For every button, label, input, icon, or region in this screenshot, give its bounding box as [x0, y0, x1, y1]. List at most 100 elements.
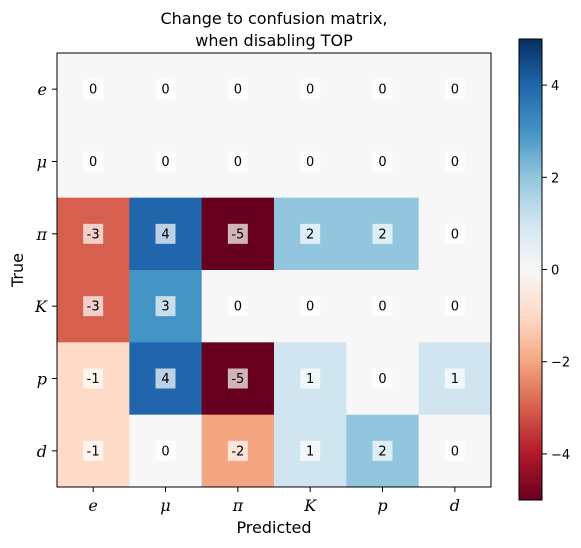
cell-value-label: 0	[378, 83, 386, 98]
cell-label-box	[155, 296, 176, 317]
cell-label-box	[372, 440, 393, 461]
cell-label-box	[372, 79, 393, 100]
x-tick-label: K	[303, 496, 317, 515]
cell-value-label: -1	[87, 444, 100, 459]
cell-value-label: 0	[234, 83, 242, 98]
cell-value-label: 0	[306, 300, 314, 315]
cell-value-label: 1	[306, 372, 314, 387]
cell-value-label: 4	[161, 372, 169, 387]
cell-label-box	[83, 368, 104, 389]
cell-label-box	[300, 296, 321, 317]
cell-value-label: -3	[87, 227, 100, 242]
cell-value-label: 4	[161, 227, 169, 242]
cell-label-box	[444, 79, 465, 100]
cell-value-label: 0	[306, 83, 314, 98]
cell-value-label: -3	[87, 300, 100, 315]
cell-value-label: 0	[89, 155, 97, 170]
cell-value-label: 0	[378, 155, 386, 170]
cell-value-label: -5	[231, 372, 244, 387]
cell-value-label: 0	[451, 155, 459, 170]
cell-label-box	[372, 151, 393, 172]
cell-label-box	[300, 368, 321, 389]
cell-label-box	[227, 440, 248, 461]
chart-title-line-2: when disabling TOP	[195, 31, 353, 50]
cell-label-box	[372, 223, 393, 244]
x-tick-label: μ	[160, 496, 170, 515]
x-tick-label: e	[88, 496, 97, 515]
cell-label-box	[300, 223, 321, 244]
cell-label-box	[444, 440, 465, 461]
cell-label-box	[372, 368, 393, 389]
cell-value-label: -2	[231, 444, 244, 459]
cell-label-box	[300, 151, 321, 172]
cell-label-box	[83, 440, 104, 461]
cell-value-label: 1	[451, 372, 459, 387]
cell-label-box	[300, 440, 321, 461]
cell-label-box	[227, 296, 248, 317]
colorbar: 4 2 0 −2 −4	[518, 38, 570, 501]
x-tick-label: p	[377, 496, 387, 515]
cell-value-label: -1	[87, 372, 100, 387]
y-axis-ticks: e μ π Kp d	[34, 80, 57, 461]
colorbar-tick-label: 4	[551, 79, 559, 94]
colorbar-tick-label: 0	[551, 264, 559, 279]
cell-value-label: 3	[161, 300, 169, 315]
cell-label-box	[83, 151, 104, 172]
cell-label-box	[227, 368, 248, 389]
y-tick-label: π	[35, 225, 47, 244]
y-tick-label: K	[34, 297, 48, 316]
colorbar-tick-label: 2	[551, 171, 559, 186]
cell-value-label: 2	[378, 444, 386, 459]
cell-value-label: 2	[306, 227, 314, 242]
cell-label-box	[83, 79, 104, 100]
cell-value-label: 0	[161, 155, 169, 170]
cell-label-box	[155, 368, 176, 389]
cell-value-label: 0	[161, 83, 169, 98]
cell-label-box	[444, 296, 465, 317]
x-tick-label: π	[232, 496, 244, 515]
cell-value-label: 0	[451, 83, 459, 98]
heatmap-frame	[56, 52, 492, 488]
cell-label-box	[372, 296, 393, 317]
cell-label-box	[83, 296, 104, 317]
y-tick-label: p	[37, 370, 47, 389]
chart-title-line-1: Change to confusion matrix,	[160, 9, 387, 28]
cell-label-box	[155, 223, 176, 244]
colorbar-gradient	[518, 38, 543, 501]
cell-value-label: 0	[306, 155, 314, 170]
cell-label-box	[83, 223, 104, 244]
colorbar-tick-label: −4	[551, 448, 570, 463]
cell-value-label: 0	[451, 227, 459, 242]
colorbar-tick-label: −2	[551, 356, 570, 371]
cell-label-box	[227, 223, 248, 244]
cell-value-label: 1	[306, 444, 314, 459]
heatmap-plot-area: 0 0 0 0 0 0 0 0 0 0 0 0 -3 4 -5 2 2 0 -3 3 0 0 0 0 -1 4 -5 1 0 1 -1 0 -2…	[57, 53, 492, 488]
cell-label-box	[155, 79, 176, 100]
cell-value-label: 2	[378, 227, 386, 242]
cell-label-box	[444, 223, 465, 244]
cell-label-box	[300, 79, 321, 100]
cell-value-label: 0	[378, 300, 386, 315]
cell-value-label: 0	[234, 155, 242, 170]
cell-label-box	[155, 151, 176, 172]
cell-value-label: 0	[451, 444, 459, 459]
x-axis-label: Predicted	[236, 518, 311, 537]
cell-label-box	[155, 440, 176, 461]
cell-label-box	[444, 368, 465, 389]
y-tick-label: d	[37, 442, 47, 461]
cell-value-label: 0	[161, 444, 169, 459]
y-axis-label: True	[8, 253, 27, 288]
y-tick-label: μ	[37, 153, 47, 172]
cell-label-box	[444, 151, 465, 172]
x-tick-label: d	[450, 496, 460, 515]
cell-value-label: 0	[378, 372, 386, 387]
cell-label-box	[227, 151, 248, 172]
cell-value-label: 0	[451, 300, 459, 315]
cell-value-label: -5	[231, 227, 244, 242]
cell-label-box	[227, 79, 248, 100]
cell-value-label: 0	[234, 300, 242, 315]
y-tick-label: e	[38, 80, 47, 99]
cell-value-label: 0	[89, 83, 97, 98]
